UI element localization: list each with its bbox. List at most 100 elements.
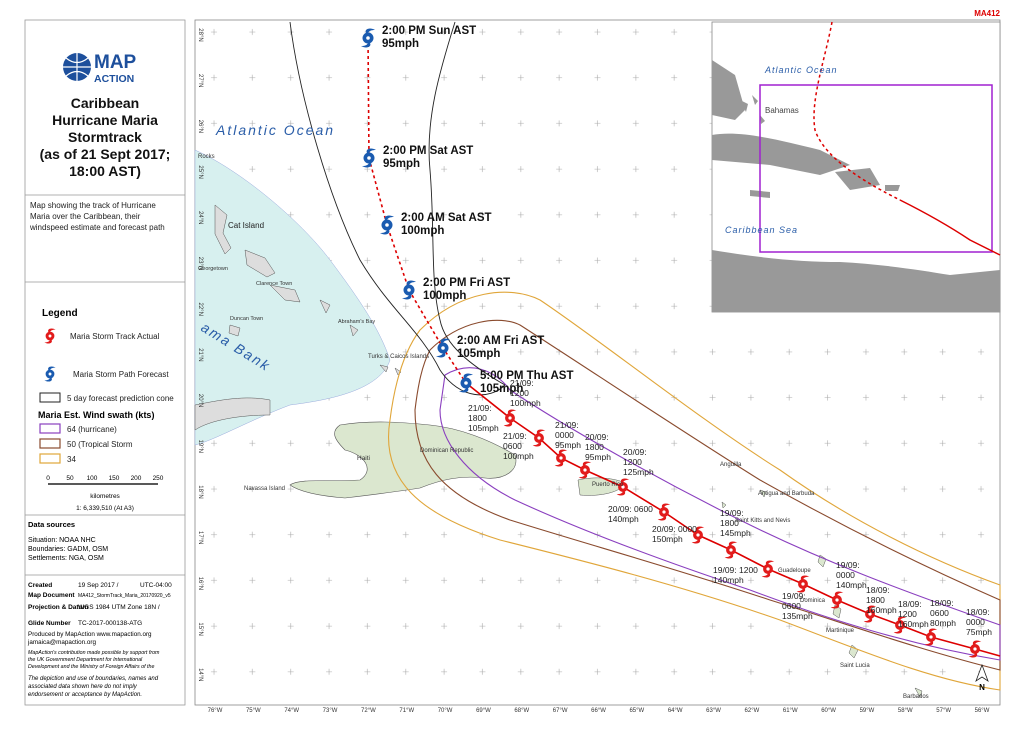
latitude-label: 16°N: [197, 577, 203, 590]
latitude-label: 19°N: [197, 440, 203, 453]
inset-label: Bahamas: [765, 106, 799, 115]
scale-tick-label: 0: [46, 475, 50, 482]
disclaimer-line: associated data shown here do not imply: [28, 684, 138, 690]
longitude-label: 70°W: [438, 708, 453, 714]
scale-tick-label: 200: [131, 475, 142, 482]
scale-tick-label: 250: [153, 475, 164, 482]
longitude-label: 58°W: [898, 708, 913, 714]
place-label: Navassa Island: [244, 486, 285, 492]
track-label: 18/09:: [898, 599, 922, 609]
longitude-label: 73°W: [323, 708, 338, 714]
meta-value: UTC-04:00: [140, 582, 172, 589]
funding-line: the UK Government Department for Interna…: [28, 657, 143, 663]
place-label: Atlantic Ocean: [215, 122, 335, 138]
track-label: 105mph: [468, 423, 499, 433]
latitude-label: 22°N: [197, 302, 203, 315]
credit-line: Produced by MapAction www.mapaction.org: [28, 631, 152, 638]
track-label: 125mph: [623, 467, 654, 477]
longitude-label: 63°W: [706, 708, 721, 714]
meta-key: Projection & Datum: [28, 604, 89, 611]
track-label: 100mph: [510, 398, 541, 408]
legend-item: 34: [67, 455, 76, 464]
longitude-label: 65°W: [629, 708, 644, 714]
longitude-label: 61°W: [783, 708, 798, 714]
track-label: 160mph: [866, 605, 897, 615]
legend-item: Maria Storm Track Actual: [70, 332, 160, 341]
track-label: 1800: [585, 442, 604, 452]
forecast-time: 2:00 PM Sat AST: [383, 145, 473, 157]
track-label: 150mph: [652, 534, 683, 544]
place-label: Abraham's Bay: [338, 319, 375, 325]
legend-item: 50 (Tropical Storm: [67, 440, 133, 449]
inset-map: Atlantic Ocean Bahamas Caribbean Sea: [711, 21, 1001, 313]
place-label: Barbados: [903, 694, 929, 700]
latitude-label: 28°N: [197, 28, 203, 41]
track-label: 140mph: [608, 514, 639, 524]
place-label: Clarence Town: [256, 281, 292, 287]
place-label: Georgetown: [198, 266, 228, 272]
meta-value: MA412_StormTrack_Maria_20170920_v5: [78, 593, 171, 599]
track-label: 95mph: [555, 440, 581, 450]
track-label: 21/09:: [468, 403, 492, 413]
place-label: Cat Island: [228, 221, 264, 230]
latitude-label: 21°N: [197, 348, 203, 361]
place-label: Martinique: [826, 628, 855, 634]
track-label: 20/09: 0600: [608, 504, 653, 514]
longitude-label: 59°W: [860, 708, 875, 714]
meta-key: Map Document: [28, 592, 75, 599]
north-label: N: [979, 683, 985, 692]
latitude-label: 25°N: [197, 165, 203, 178]
track-label: 1200: [510, 388, 529, 398]
place-label: Rocks: [198, 154, 215, 160]
meta-value: TC-2017-000138-ATG: [78, 620, 142, 627]
disclaimer-line: The depiction and use of boundaries, nam…: [28, 676, 159, 682]
legend-title: Legend: [42, 308, 78, 319]
latitude-label: 23°N: [197, 257, 203, 270]
track-label: 80mph: [930, 618, 956, 628]
meta-key: Created: [28, 582, 52, 589]
place-label: Duncan Town: [230, 316, 263, 322]
track-label: 1800: [720, 518, 739, 528]
longitude-label: 76°W: [208, 708, 223, 714]
meta-key: Glide Number: [28, 620, 71, 627]
scale-tick-label: 100: [87, 475, 98, 482]
track-label: 21/09:: [503, 431, 527, 441]
forecast-time: 2:00 AM Sat AST: [401, 212, 492, 224]
track-label: 20/09: 0000: [652, 524, 697, 534]
legend-subtitle: Maria Est. Wind swath (kts): [38, 410, 154, 420]
forecast-wind: 100mph: [401, 225, 444, 237]
logo-text: MAP: [94, 52, 137, 73]
scale-tick-label: 150: [109, 475, 120, 482]
latitude-label: 20°N: [197, 394, 203, 407]
track-label: 21/09:: [555, 420, 579, 430]
track-label: 145mph: [720, 528, 751, 538]
longitude-label: 57°W: [936, 708, 951, 714]
track-label: 0000: [836, 570, 855, 580]
place-label: Turks & Caicos Islands: [368, 354, 429, 360]
track-label: 75mph: [966, 627, 992, 637]
track-label: 0600: [930, 608, 949, 618]
scale-ratio: 1: 6,339,510 (At A3): [76, 505, 134, 512]
track-label: 18/09:: [866, 585, 890, 595]
track-label: 0600: [503, 441, 522, 451]
inset-label: Atlantic Ocean: [764, 65, 838, 75]
track-label: 1800: [468, 413, 487, 423]
track-label: 0000: [555, 430, 574, 440]
track-label: 21/09:: [510, 378, 534, 388]
longitude-label: 66°W: [591, 708, 606, 714]
latitude-label: 24°N: [197, 211, 203, 224]
legend-item: Maria Storm Path Forecast: [73, 370, 169, 379]
place-label: Saint Lucia: [840, 663, 870, 669]
disclaimer-line: endorsement or acceptance by MapAction.: [28, 692, 142, 698]
place-label: Guadeloupe: [778, 568, 811, 574]
forecast-wind: 105mph: [480, 383, 523, 395]
latitude-label: 17°N: [197, 531, 203, 544]
place-label: Dominican Republic: [420, 448, 473, 454]
track-label: 1800: [866, 595, 885, 605]
forecast-wind: 95mph: [382, 38, 419, 50]
credit-line: jamaica@mapaction.org: [27, 639, 96, 646]
description-line: windspeed estimate and forecast path: [29, 223, 165, 232]
place-label: Haiti: [357, 455, 370, 462]
track-label: 20/09:: [623, 447, 647, 457]
